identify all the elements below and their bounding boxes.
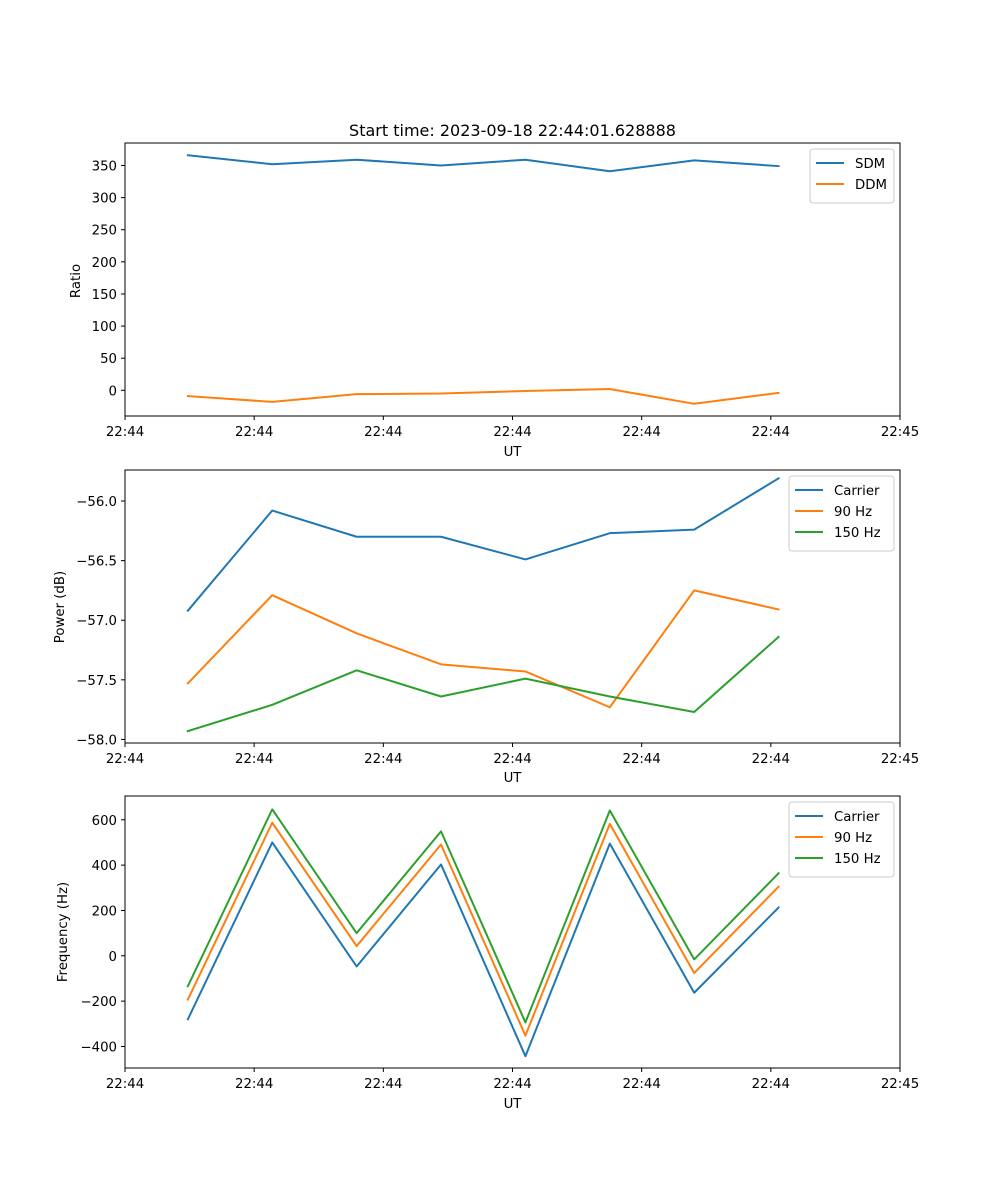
frequency-y-tick-label: −400 <box>80 1040 117 1055</box>
frequency-x-tick-label: 22:44 <box>235 1077 273 1092</box>
ratio-panel: Start time: 2023-09-18 22:44:01.628888 U… <box>69 121 919 460</box>
ratio-y-tick-label: 200 <box>92 256 117 271</box>
ratio-legend: SDM DDM <box>809 148 895 204</box>
frequency-x-axis-label: UT <box>504 1097 523 1112</box>
ratio-y-tick-label: 300 <box>92 192 117 207</box>
frequency-y-tick-label: 0 <box>109 950 117 965</box>
power-series-150-hz-line <box>186 635 780 733</box>
ratio-x-axis-label: UT <box>504 445 523 460</box>
ratio-series-sdm-line <box>186 154 780 173</box>
frequency-panel: UT Frequency (Hz) 22:44 22:44 22:44 22:44 22… <box>56 795 919 1112</box>
ratio-y-tick-label: 150 <box>92 288 117 303</box>
frequency-series-90-hz-line <box>186 821 780 1037</box>
frequency-legend-label-carrier: Carrier <box>834 810 880 825</box>
ratio-x-tick-label: 22:44 <box>752 425 790 440</box>
ratio-x-tick-label: 22:44 <box>623 425 661 440</box>
frequency-series-150-hz-line <box>186 808 780 1024</box>
ratio-y-tick-label: 50 <box>100 352 117 367</box>
power-legend-label-90-hz: 90 Hz <box>834 505 872 520</box>
ratio-legend-label-ddm: DDM <box>855 178 887 193</box>
power-legend-label-carrier: Carrier <box>834 484 880 499</box>
power-legend: Carrier 90 Hz 150 Hz <box>788 475 895 552</box>
power-series-carrier-line <box>186 476 780 613</box>
power-y-tick-label: −57.0 <box>76 614 117 629</box>
frequency-x-tick-label: 22:44 <box>364 1077 402 1092</box>
frequency-y-tick-label: −200 <box>80 995 117 1010</box>
power-series-90-hz-line <box>186 589 780 709</box>
power-x-tick-label: 22:44 <box>752 752 790 767</box>
power-x-axis-label: UT <box>504 771 523 786</box>
power-y-axis-label: Power (dB) <box>53 571 68 643</box>
frequency-y-tick-label: 200 <box>92 904 117 919</box>
power-x-tick-label: 22:44 <box>623 752 661 767</box>
frequency-x-tick-label: 22:44 <box>752 1077 790 1092</box>
ratio-y-tick-label: 250 <box>92 224 117 239</box>
frequency-legend-label-150-hz: 150 Hz <box>834 852 881 867</box>
ratio-series-ddm-line <box>186 388 780 405</box>
frequency-x-tick-label: 22:44 <box>493 1077 531 1092</box>
ratio-x-tick-label: 22:44 <box>106 425 144 440</box>
power-legend-label-150-hz: 150 Hz <box>834 526 881 541</box>
frequency-y-tick-label: 600 <box>92 814 117 829</box>
frequency-x-tick-label: 22:44 <box>106 1077 144 1092</box>
ratio-x-tick-label: 22:44 <box>235 425 273 440</box>
power-x-tick-label: 22:44 <box>235 752 273 767</box>
frequency-y-tick-label: 400 <box>92 859 117 874</box>
ratio-y-tick-label: 0 <box>109 384 117 399</box>
ratio-y-axis-label: Ratio <box>69 264 84 298</box>
frequency-x-tick-label: 22:45 <box>881 1077 919 1092</box>
frequency-y-axis-label: Frequency (Hz) <box>56 882 71 982</box>
chart-title: Start time: 2023-09-18 22:44:01.628888 <box>349 121 676 140</box>
power-y-tick-label: −56.0 <box>76 495 117 510</box>
power-x-tick-label: 22:44 <box>106 752 144 767</box>
power-y-tick-label: −58.0 <box>76 733 117 748</box>
power-x-tick-label: 22:44 <box>493 752 531 767</box>
ratio-legend-label-sdm: SDM <box>855 157 885 172</box>
ratio-x-tick-label: 22:45 <box>881 425 919 440</box>
ratio-x-tick-label: 22:44 <box>493 425 531 440</box>
ratio-x-tick-label: 22:44 <box>364 425 402 440</box>
power-y-tick-label: −56.5 <box>76 555 117 570</box>
frequency-x-tick-label: 22:44 <box>623 1077 661 1092</box>
frequency-legend-label-90-hz: 90 Hz <box>834 831 872 846</box>
ratio-y-tick-label: 100 <box>92 320 117 335</box>
ratio-y-tick-label: 350 <box>92 159 117 174</box>
frequency-series-carrier-line <box>186 841 780 1058</box>
power-panel: UT Power (dB) 22:44 22:44 22:44 22:44 22:44 2… <box>53 469 919 786</box>
power-x-tick-label: 22:44 <box>364 752 402 767</box>
frequency-legend: Carrier 90 Hz 150 Hz <box>788 801 895 878</box>
power-x-tick-label: 22:45 <box>881 752 919 767</box>
power-y-tick-label: −57.5 <box>76 674 117 689</box>
